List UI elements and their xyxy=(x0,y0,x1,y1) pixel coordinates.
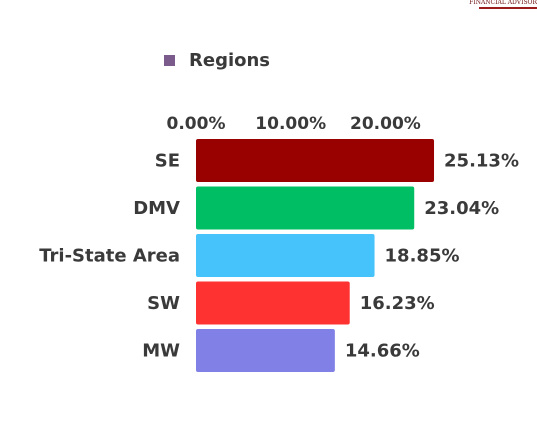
x-axis-ticks: 0.00% 10.00% 20.00% xyxy=(167,114,421,134)
data-labels: 25.13% 23.04% 18.85% 16.23% 14.66% xyxy=(345,151,519,362)
category-label: Tri-State Area xyxy=(39,246,180,267)
category-label: MW xyxy=(142,341,180,362)
data-label: 25.13% xyxy=(444,151,519,172)
legend-label: Regions xyxy=(189,49,271,71)
category-label: DMV xyxy=(133,198,180,219)
brand-logo-rule xyxy=(479,7,537,9)
data-label: 18.85% xyxy=(385,246,460,267)
bar xyxy=(196,281,350,325)
brand-logo-text: FINANCIAL ADVISOR xyxy=(469,0,537,6)
category-label: SE xyxy=(155,151,180,172)
data-label: 14.66% xyxy=(345,341,420,362)
x-tick-label: 10.00% xyxy=(255,114,326,134)
data-label: 16.23% xyxy=(360,293,435,314)
data-label: 23.04% xyxy=(424,198,499,219)
category-labels: SE DMV Tri-State Area SW MW xyxy=(39,151,180,362)
bar xyxy=(196,329,335,372)
bar xyxy=(196,186,415,230)
bar xyxy=(196,234,375,277)
brand-logo: FINANCIAL ADVISOR xyxy=(469,0,537,10)
legend-swatch xyxy=(164,54,175,66)
chart-legend: Regions xyxy=(164,49,270,71)
bar xyxy=(196,139,435,182)
bars xyxy=(196,139,435,372)
x-tick-label: 20.00% xyxy=(350,114,421,134)
x-tick-label: 0.00% xyxy=(167,114,226,134)
category-label: SW xyxy=(147,293,180,314)
